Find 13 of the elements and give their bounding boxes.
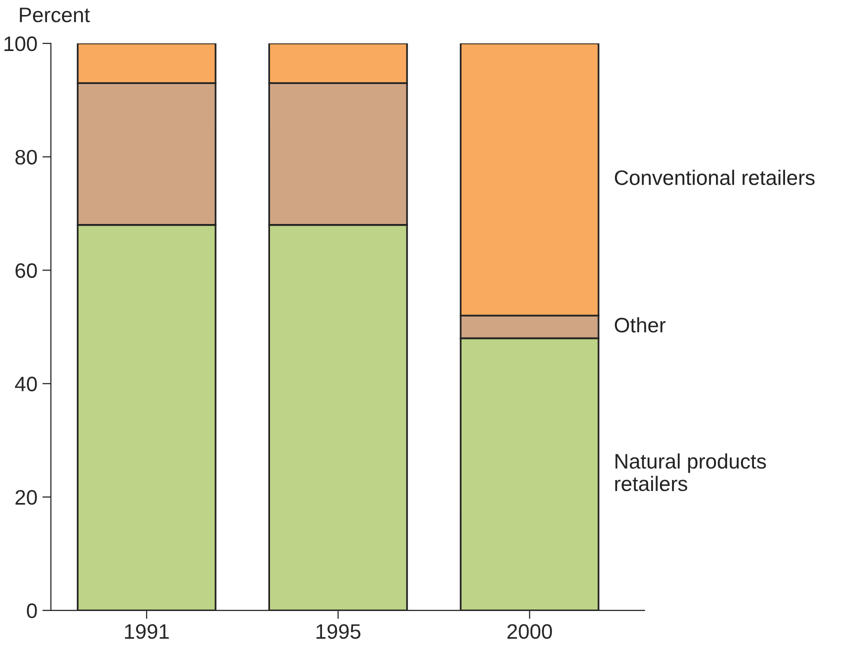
y-tick-label: 100 [4,36,37,52]
y-tick-label: 80 [15,150,37,165]
x-tick-label: 1991 [125,624,169,639]
y-axis-title: Percent [20,8,90,22]
x-tick-label: 2000 [507,624,552,639]
series-label: Other [614,317,666,333]
y-tick-label: 0 [26,603,37,618]
series-label: Natural products retailers [615,453,766,492]
x-tick-label: 1995 [316,624,360,639]
y-tick-label: 60 [16,263,37,278]
y-tick-label: 20 [16,490,37,505]
y-tick-label: 40 [14,376,37,392]
series-label: Conventional retailers [614,170,815,186]
